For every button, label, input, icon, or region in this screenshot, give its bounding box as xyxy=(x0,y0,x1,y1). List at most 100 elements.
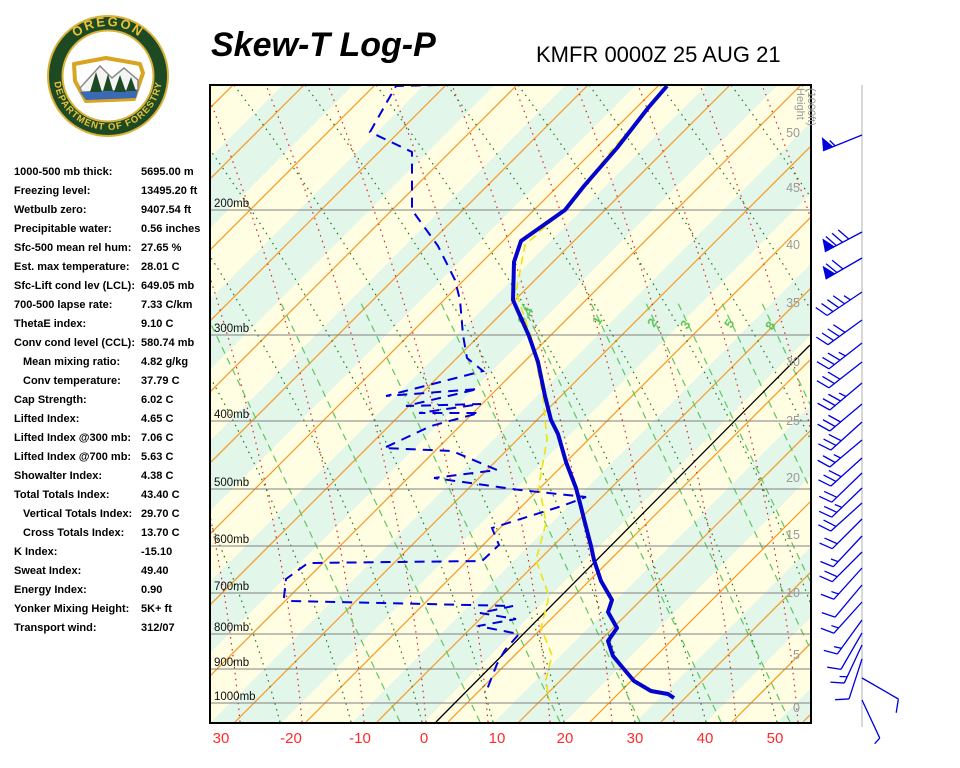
svg-text:700mb: 700mb xyxy=(214,581,249,593)
svg-text:30: 30 xyxy=(213,730,230,747)
index-label: Wetbulb zero: xyxy=(14,204,87,216)
skewt-chart-background xyxy=(209,84,812,724)
wind-barb xyxy=(815,291,863,317)
index-value: 13495.20 ft xyxy=(141,185,198,197)
index-label: ThetaE index: xyxy=(14,318,87,330)
index-value: 649.05 mb xyxy=(141,280,195,292)
index-label: Lifted Index: xyxy=(14,413,80,425)
index-label: Conv temperature: xyxy=(23,375,121,387)
moist-adiabat-lines xyxy=(211,86,810,722)
mixing-ratio-lines xyxy=(211,300,810,722)
index-row: Lifted Index @300 mb: 7.06 C xyxy=(14,432,214,451)
index-value: 13.70 C xyxy=(141,527,180,539)
index-row: Vertical Totals Index: 29.70 C xyxy=(14,508,214,527)
index-row: Showalter Index: 4.38 C xyxy=(14,470,214,489)
index-value: 43.40 C xyxy=(141,489,180,501)
wind-barb xyxy=(861,699,881,745)
index-value: 5695.00 m xyxy=(141,166,194,178)
index-label: Energy Index: xyxy=(14,584,87,596)
index-label: Conv cond level (CCL): xyxy=(14,337,136,349)
index-value: 9407.54 ft xyxy=(141,204,192,216)
svg-text:20: 20 xyxy=(786,471,800,485)
index-row: Cap Strength: 6.02 C xyxy=(14,394,214,413)
wind-barb xyxy=(820,601,863,634)
svg-text:50: 50 xyxy=(767,730,784,747)
svg-text:-20: -20 xyxy=(280,730,302,747)
odf-logo: OREGON DEPARTMENT OF FORESTRY xyxy=(47,14,169,137)
index-row: Energy Index: 0.90 xyxy=(14,584,214,603)
index-value: 6.02 C xyxy=(141,394,174,406)
index-value: 29.70 C xyxy=(141,508,180,520)
pressure-axis-labels: 200mb 300mb 400mb 500mb 600mb 700mb 800mb 900mb… xyxy=(214,198,256,703)
index-value: 580.74 mb xyxy=(141,337,195,349)
index-row: Mean mixing ratio: 4.82 g/kg xyxy=(14,356,214,375)
index-value: 5K+ ft xyxy=(141,603,172,615)
svg-text:5: 5 xyxy=(793,648,800,662)
svg-text:35: 35 xyxy=(786,296,800,310)
index-row: Conv temperature: 37.79 C xyxy=(14,375,214,394)
index-label: Cap Strength: xyxy=(14,394,87,406)
svg-text:1000mb: 1000mb xyxy=(214,691,256,703)
index-value: 27.65 % xyxy=(141,242,182,254)
index-label: Lifted Index @300 mb: xyxy=(14,432,132,444)
wind-barb xyxy=(861,677,900,713)
wind-barb xyxy=(818,487,863,518)
logo-state-scene xyxy=(72,56,145,103)
svg-text:0: 0 xyxy=(420,730,428,747)
index-row: Transport wind: 312/07 xyxy=(14,622,214,641)
index-row: Conv cond level (CCL): 580.74 mb xyxy=(14,337,214,356)
svg-text:-10: -10 xyxy=(349,730,371,747)
mixing-ratio-labels: 0.4 1 2 3 5 8 xyxy=(514,303,778,332)
wind-barb xyxy=(823,619,863,655)
wind-barbs-layer xyxy=(815,134,900,745)
svg-text:20: 20 xyxy=(557,730,574,747)
zero-isotherm-line xyxy=(435,344,811,723)
index-label: Total Totals Index: xyxy=(14,489,110,501)
wind-barb xyxy=(817,439,863,468)
index-value: 0.56 inches xyxy=(141,223,201,235)
wind-barb xyxy=(820,567,863,600)
index-row: 700-500 lapse rate: 7.33 C/km xyxy=(14,299,214,318)
index-value: 28.01 C xyxy=(141,261,180,273)
index-label: Sfc-500 mean rel hum: xyxy=(14,242,132,254)
wind-barb xyxy=(821,584,863,618)
index-row: K Index: -15.10 xyxy=(14,546,214,565)
wetbulb-profile-line xyxy=(515,89,666,701)
index-label: Sfc-Lift cond lev (LCL): xyxy=(14,280,135,292)
dry-adiabat-lines xyxy=(211,86,810,722)
index-row: 1000-500 mb thick: 5695.00 m xyxy=(14,166,214,185)
svg-text:25: 25 xyxy=(786,414,800,428)
svg-text:45: 45 xyxy=(786,181,800,195)
index-value: 9.10 C xyxy=(141,318,174,330)
index-label: Transport wind: xyxy=(14,622,97,634)
index-value: 7.33 C/km xyxy=(141,299,193,311)
wind-barb xyxy=(815,319,863,346)
svg-text:900mb: 900mb xyxy=(214,657,249,669)
index-row: Yonker Mixing Height: 5K+ ft xyxy=(14,603,214,622)
index-row: Sfc-500 mean rel hum: 27.65 % xyxy=(14,242,214,261)
index-row: Lifted Index @700 mb: 5.63 C xyxy=(14,451,214,470)
index-row: Sfc-Lift cond lev (LCL): 649.05 mb xyxy=(14,280,214,299)
index-value: 4.65 C xyxy=(141,413,174,425)
svg-text:200mb: 200mb xyxy=(214,198,249,210)
index-label: K Index: xyxy=(14,546,58,558)
temperature-profile-line xyxy=(511,86,676,700)
svg-text:15: 15 xyxy=(786,528,800,542)
wind-barb xyxy=(819,518,863,550)
height-axis-subtitle: (1000ft) xyxy=(805,88,817,126)
svg-text:30: 30 xyxy=(627,730,644,747)
svg-text:400mb: 400mb xyxy=(214,409,249,421)
wind-barb xyxy=(817,403,863,432)
index-label: Sweat Index: xyxy=(14,565,82,577)
index-row: Freezing level: 13495.20 ft xyxy=(14,185,214,204)
index-row: Cross Totals Index: 13.70 C xyxy=(14,527,214,546)
index-value: 37.79 C xyxy=(141,375,180,387)
index-label: Yonker Mixing Height: xyxy=(14,603,130,615)
wind-barb xyxy=(819,551,863,583)
height-axis-title: Height xyxy=(794,88,806,120)
wind-barb xyxy=(816,361,863,389)
index-value: 5.63 C xyxy=(141,451,174,463)
